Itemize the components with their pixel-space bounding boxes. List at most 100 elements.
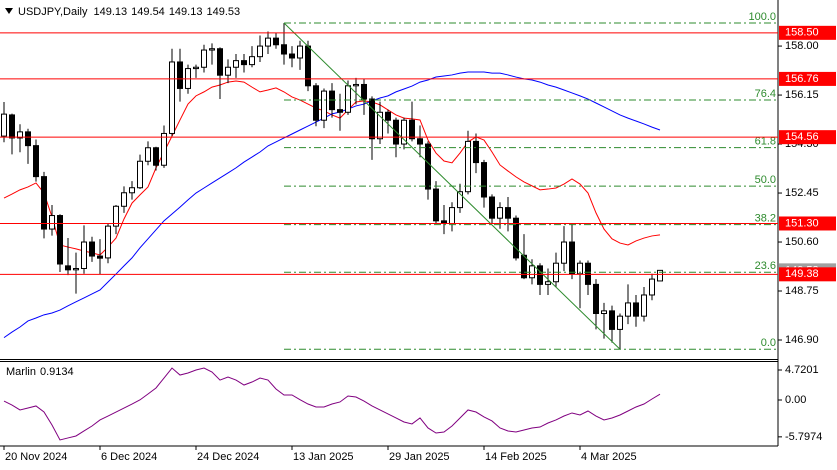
candle-body [457,191,463,209]
candle-body [321,90,327,121]
candle-body [425,143,431,190]
collapse-arrow[interactable] [5,8,13,14]
candle-body [369,98,375,140]
level-box [779,130,836,145]
y-tick-label: 148.75 [785,285,819,297]
candle-body [353,83,359,87]
candle-body [361,83,367,100]
candle-body [249,56,255,66]
candle-body [233,60,239,68]
y-tick-label: 146.90 [785,334,819,346]
candle-body [41,176,47,230]
candle-body [201,49,207,68]
fib-level-label: 100.0 [748,11,776,23]
candle-body [633,302,639,317]
candle-body [33,145,39,178]
candle-body [385,111,391,121]
candle-body [57,215,63,265]
fib-level-label: 76.4 [755,88,776,100]
candle-body [505,207,511,219]
candle-body [273,37,279,46]
candle-body [401,119,407,145]
candle-body [113,205,119,227]
candle-body [473,140,479,164]
fib-level-label: 50.0 [755,174,776,186]
chart-header: USDJPY,Daily 149.13 149.54 149.13 149.53 [18,6,240,18]
oscillator-line [3,367,661,441]
level-box [779,71,836,86]
candle-body [561,241,567,264]
y-tick-label: 150.60 [785,236,819,248]
candle-body [313,85,319,121]
candle-body [257,45,263,58]
candle-body [241,60,247,66]
candle-body [305,45,311,87]
level-box [779,25,836,40]
y-tick-label: 156.15 [785,89,819,101]
level-label: 154.56 [785,131,819,143]
level-label: 151.30 [785,217,819,229]
candle-body [497,207,503,219]
candle-body [649,278,655,296]
x-tick-label: 24 Dec 2024 [197,451,259,463]
candle-body [585,262,591,285]
fib-level-label: 38.2 [755,213,776,225]
y-tick-label: 158.00 [785,40,819,52]
candle-body [17,131,23,139]
low-value: 149.13 [169,6,203,18]
candle-body [121,192,127,207]
candle-body [153,147,159,166]
candle-body [601,310,607,315]
candle-body [289,53,295,59]
candle-body [97,255,103,259]
level-label: 156.76 [785,73,819,85]
y-tick-label: 0.00 [785,394,806,406]
symbol: USDJPY,Daily [18,6,88,18]
candle-body [49,215,55,230]
fib-level-label: 61.8 [755,136,776,148]
fib-level-label: 23.6 [755,260,776,272]
indicator-header: Marlin 0.9134 [6,366,74,378]
candle-body [177,61,183,89]
level-label: 158.50 [785,27,819,39]
x-tick-label: 4 Mar 2025 [581,451,637,463]
candle-body [465,140,471,193]
candle-body [225,66,231,76]
candle-body [521,254,527,279]
y-tick-label: -5.7974 [785,431,822,443]
candle-body [65,265,71,271]
indicator-value: 0.9134 [40,366,74,378]
candle-body [657,269,663,282]
candle-body [489,196,495,219]
candle-body [577,262,583,275]
candle-body [161,132,167,166]
y-tick-label: 152.45 [785,187,819,199]
candle-body [105,225,111,259]
candle-body [89,241,95,257]
x-tick-label: 6 Dec 2024 [101,451,157,463]
candle-body [609,310,615,330]
candle-body [345,85,351,113]
x-tick-label: 14 Feb 2025 [485,451,547,463]
candle-body [129,187,135,194]
candle-body [145,147,151,162]
candle-body [9,114,15,139]
candle-body [337,109,343,113]
candle-body [281,44,287,55]
candle-body [81,241,87,269]
candle-body [641,294,647,317]
candle-body [433,188,439,222]
candle-body [417,138,423,145]
candle-body [449,207,455,224]
level-box [779,216,836,231]
candle-body [617,315,623,330]
candle-body [409,119,415,140]
candle-body [193,66,199,70]
close-value: 149.53 [206,6,240,18]
candle-body [209,48,215,51]
candle-body [1,113,7,137]
x-tick-label: 13 Jan 2025 [293,451,354,463]
